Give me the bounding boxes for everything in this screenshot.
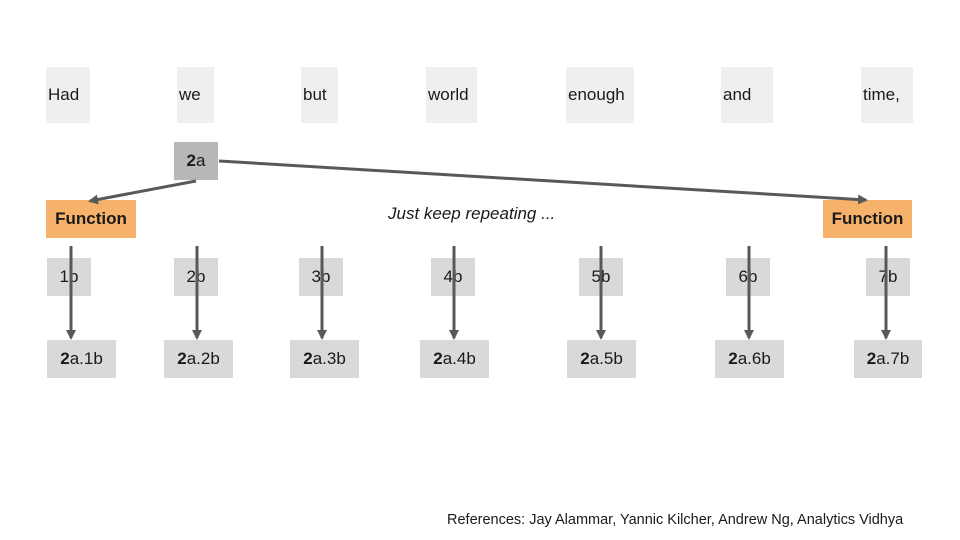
result-vector-2a4b: 2 a.4b <box>420 340 489 378</box>
function-label: Function <box>55 209 127 228</box>
result-bold: 2 <box>303 349 313 368</box>
query-vector-suffix: a <box>196 151 206 170</box>
result-suffix: a.6b <box>737 349 771 368</box>
result-bold: 2 <box>866 349 877 368</box>
result-suffix: a.2b <box>186 349 220 368</box>
arrow-query-to-right-function <box>218 159 868 205</box>
word-token-we: we <box>177 67 214 123</box>
repeat-note: Just keep repeating ... <box>388 204 556 223</box>
b-vector-label: 1b <box>59 267 79 286</box>
word-token-label: Had <box>48 85 80 104</box>
function-label: Function <box>831 209 904 228</box>
function-box-right: Function <box>823 200 912 238</box>
result-vector-2a3b: 2 a.3b <box>290 340 359 378</box>
word-token-had: Had <box>46 67 90 123</box>
word-token-label: but <box>303 85 327 104</box>
word-token-label: enough <box>568 85 625 104</box>
result-suffix: a.5b <box>589 349 623 368</box>
result-vector-2a5b: 2 a.5b <box>567 340 636 378</box>
result-vector-2a2b: 2 a.2b <box>164 340 233 378</box>
result-bold: 2 <box>60 349 70 368</box>
arrow-query-to-left-function <box>88 179 197 205</box>
result-bold: 2 <box>728 349 738 368</box>
b-vector-7b: 7b <box>866 258 910 296</box>
word-token-time: time, <box>861 67 913 123</box>
result-vector-2a6b: 2 a.6b <box>715 340 784 378</box>
references-footer: References: Jay Alammar, Yannic Kilcher,… <box>447 512 904 528</box>
word-token-enough: enough <box>566 67 634 123</box>
result-bold: 2 <box>580 349 590 368</box>
word-token-label: world <box>428 85 469 104</box>
result-suffix: a.1b <box>69 349 103 368</box>
word-token-and: and <box>721 67 773 123</box>
function-box-left: Function <box>46 200 136 238</box>
word-token-label: we <box>179 85 201 104</box>
b-vector-label: 7b <box>878 267 898 286</box>
result-suffix: a.3b <box>312 349 346 368</box>
word-token-but: but <box>301 67 338 123</box>
word-token-label: and <box>723 85 752 104</box>
result-suffix: a.7b <box>876 349 910 368</box>
word-token-world: world <box>426 67 477 123</box>
result-suffix: a.4b <box>442 349 476 368</box>
word-token-label: time, <box>863 85 900 104</box>
result-bold: 2 <box>177 349 187 368</box>
b-vector-1b: 1b <box>47 258 91 296</box>
result-vector-2a1b: 2 a.1b <box>47 340 116 378</box>
result-vector-2a7b: 2 a.7b <box>854 340 922 378</box>
result-bold: 2 <box>433 349 443 368</box>
query-vector-bold: 2 <box>186 151 196 170</box>
